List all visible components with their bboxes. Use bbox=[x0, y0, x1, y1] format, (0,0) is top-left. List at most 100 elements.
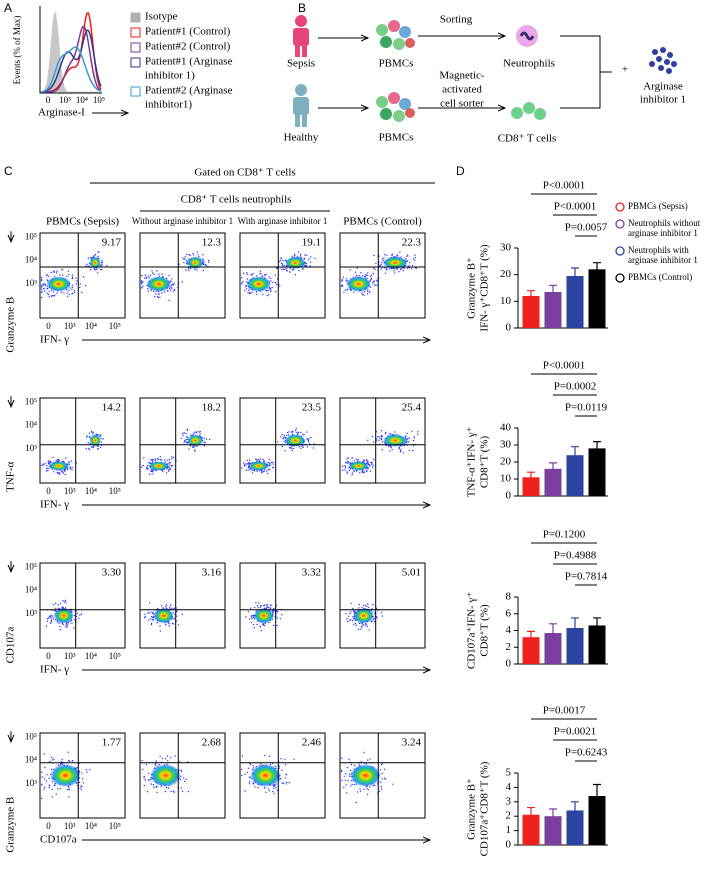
event-dot bbox=[187, 436, 189, 438]
event-dot bbox=[260, 604, 262, 607]
event-dot bbox=[283, 268, 286, 270]
event-dot bbox=[376, 440, 378, 442]
event-dot bbox=[266, 470, 268, 472]
legend-label: Neutrophils with bbox=[628, 245, 689, 255]
y-tick-label: 10⁴ bbox=[25, 254, 37, 264]
y-axis-label: CD107a bbox=[5, 627, 17, 664]
event-dot bbox=[241, 774, 243, 777]
event-dot bbox=[172, 290, 174, 292]
y-axis-label: Events (% of Max) bbox=[12, 16, 22, 85]
event-dot bbox=[361, 292, 363, 294]
event-dot bbox=[243, 272, 245, 275]
event-dot bbox=[252, 616, 255, 618]
event-dot bbox=[347, 620, 349, 623]
event-dot bbox=[342, 276, 345, 278]
event-dot bbox=[305, 262, 307, 265]
event-dot bbox=[196, 269, 198, 271]
event-dot bbox=[71, 466, 73, 469]
event-dot bbox=[270, 461, 273, 464]
flow-plot bbox=[239, 562, 326, 649]
event-dot bbox=[52, 618, 55, 620]
flow-plot bbox=[39, 732, 126, 819]
x-tick-label: 0 bbox=[46, 95, 51, 105]
label: PBMCs bbox=[379, 58, 414, 70]
density bbox=[346, 276, 371, 292]
event-dot bbox=[61, 759, 63, 761]
density bbox=[53, 608, 74, 624]
event-dot bbox=[366, 625, 368, 628]
event-dot bbox=[276, 617, 278, 619]
legend-label: arginase inhibitor 1 bbox=[628, 255, 698, 265]
event-dot bbox=[346, 472, 348, 474]
event-dot bbox=[347, 457, 349, 459]
event-dot bbox=[193, 268, 196, 270]
event-dot bbox=[251, 617, 253, 619]
event-dot bbox=[268, 458, 271, 460]
event-dot bbox=[48, 275, 50, 277]
event-dot bbox=[370, 274, 373, 276]
event-dot bbox=[302, 268, 304, 270]
error-bar bbox=[527, 471, 535, 483]
event-dot bbox=[412, 439, 415, 442]
event-dot bbox=[163, 459, 166, 461]
event-dot bbox=[280, 257, 282, 260]
event-dot bbox=[372, 272, 374, 275]
event-dot bbox=[298, 269, 300, 272]
event-dot bbox=[263, 274, 266, 276]
flow-plot bbox=[139, 232, 226, 319]
event-dot bbox=[391, 254, 393, 256]
event-dot bbox=[71, 293, 73, 295]
event-dot bbox=[71, 274, 74, 276]
event-dot bbox=[372, 466, 374, 468]
event-dot bbox=[368, 467, 370, 469]
event-dot bbox=[285, 783, 287, 785]
event-dot bbox=[46, 464, 48, 467]
event-dot bbox=[255, 602, 257, 604]
event-dot bbox=[150, 618, 152, 620]
event-dot bbox=[46, 275, 48, 277]
event-dot bbox=[50, 617, 52, 619]
event-dot bbox=[182, 432, 184, 435]
event-dot bbox=[171, 622, 174, 625]
quadrant-value: 18.2 bbox=[202, 402, 221, 414]
event-dot bbox=[389, 450, 391, 452]
event-dot bbox=[357, 459, 359, 461]
event-dot bbox=[284, 777, 286, 779]
event-dot bbox=[367, 603, 369, 605]
event-dot bbox=[79, 614, 81, 616]
event-dot bbox=[50, 756, 53, 759]
event-dot bbox=[167, 760, 169, 762]
event-dot bbox=[173, 282, 175, 284]
event-dot bbox=[275, 283, 278, 286]
event-dot bbox=[256, 470, 258, 473]
event-dot bbox=[69, 287, 71, 289]
event-dot bbox=[375, 284, 377, 286]
x-axis-label: IFN- γ bbox=[40, 664, 69, 676]
event-dot bbox=[380, 611, 383, 613]
event-dot bbox=[253, 470, 256, 472]
event-dot bbox=[367, 789, 369, 791]
label: Neutrophils bbox=[503, 58, 555, 70]
y-tick-label: 10³ bbox=[25, 443, 37, 453]
event-dot bbox=[313, 443, 316, 445]
event-dot bbox=[305, 265, 307, 267]
event-dot bbox=[256, 275, 258, 277]
density bbox=[146, 276, 171, 292]
event-dot bbox=[58, 459, 61, 461]
event-dot bbox=[147, 275, 149, 277]
event-dot bbox=[394, 431, 396, 433]
event-dot bbox=[396, 254, 398, 256]
event-dot bbox=[186, 428, 188, 430]
event-dot bbox=[164, 758, 167, 760]
event-dot bbox=[82, 782, 85, 784]
event-dot bbox=[180, 437, 183, 439]
event-dot bbox=[307, 441, 310, 443]
event-dot bbox=[185, 259, 188, 262]
event-dot bbox=[169, 606, 171, 609]
event-dot bbox=[314, 257, 316, 260]
event-dot bbox=[341, 285, 343, 288]
event-dot bbox=[380, 437, 383, 440]
event-dot bbox=[370, 277, 372, 280]
event-dot bbox=[247, 611, 250, 613]
event-dot bbox=[364, 274, 366, 276]
